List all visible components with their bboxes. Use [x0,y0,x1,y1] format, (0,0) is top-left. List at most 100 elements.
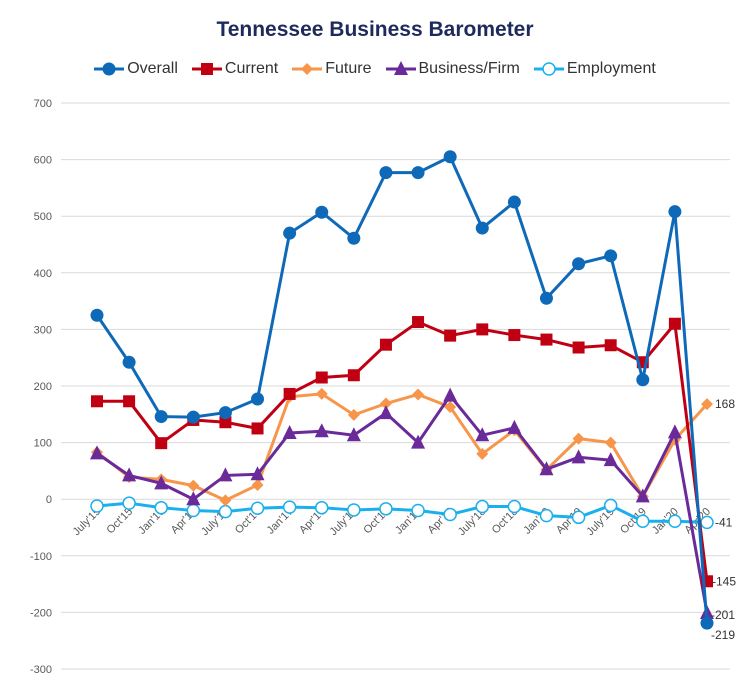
circle-marker [475,221,489,235]
diamond-marker [251,479,264,492]
legend-label: Overall [127,60,178,77]
open-circle-marker [347,503,361,517]
data-label: 168 [715,397,735,411]
legend-swatch [533,62,564,76]
diamond-marker [444,400,457,413]
triangle-marker [443,387,458,402]
circle-marker [411,166,425,180]
open-circle-marker [411,503,425,518]
open-circle-marker [539,508,554,523]
y-tick-label: 700 [34,98,52,110]
diamond-marker [701,398,713,411]
square-marker [315,371,328,384]
legend-swatch [385,61,416,75]
series-line [96,393,709,614]
y-tick-label: 200 [34,381,52,393]
triangle-marker [411,434,426,449]
triangle-marker [218,467,233,482]
legend-item: Future [292,60,372,78]
y-tick-label: -300 [30,664,52,676]
circle-marker [347,231,361,245]
circle-marker [122,355,136,369]
square-marker [604,339,617,352]
circle-marker [636,373,650,387]
legend-item: Current [191,60,278,78]
square-marker [123,395,136,408]
circle-marker [218,406,232,420]
diamond-marker [412,388,425,401]
legend-square-marker [200,63,213,75]
triangle-marker [186,491,201,506]
diamond-marker [187,479,200,492]
triangle-marker [90,445,104,460]
data-label: -41 [715,515,733,529]
open-circle-marker [668,514,682,529]
square-marker [668,317,681,330]
circle-marker [90,308,104,322]
open-circle-marker [282,500,297,514]
legend: Overall Current Future Business/Firm Employm… [0,60,750,78]
legend-label: Future [325,60,372,77]
circle-marker [154,410,168,424]
legend-item: Overall [94,60,178,78]
chart-title: Tennessee Business Barometer [216,18,534,41]
circle-marker [186,410,200,424]
triangle-marker [571,449,586,464]
diamond-marker [379,397,392,410]
circle-marker [604,249,618,263]
square-marker [508,329,521,342]
circle-marker [668,205,682,219]
x-tick-label: Oct'15 [105,506,136,537]
legend-swatch [292,63,323,75]
square-marker [540,333,553,346]
series-overall: -219 [90,150,735,642]
series-employment: -41 [90,496,733,530]
y-tick-label: 300 [34,324,52,336]
open-circle-marker [636,514,650,529]
circle-marker [507,195,521,209]
triangle-marker [378,405,393,420]
legend-item: Business/Firm [385,60,520,78]
circle-marker [379,166,393,180]
y-tick-label: -200 [30,607,52,619]
open-circle-marker [475,499,490,514]
legend-label: Business/Firm [418,60,520,77]
legend-triangle-marker [393,61,408,75]
triangle-marker [475,427,490,442]
square-marker [412,316,425,329]
diamond-marker [572,432,585,445]
square-marker [283,387,296,400]
triangle-marker [635,488,650,503]
legend-circle-marker [102,62,116,76]
legend-open-circle-marker [542,62,556,76]
square-marker [219,416,232,429]
open-circle-marker [603,498,618,513]
legend-label: Employment [566,60,656,77]
triangle-marker [346,427,361,442]
circle-marker [572,257,586,271]
diamond-marker [604,436,617,449]
open-circle-marker [186,503,201,518]
diamond-marker [219,494,232,507]
open-circle-marker [700,515,714,530]
triangle-marker [122,467,137,482]
circle-marker [315,205,329,219]
open-circle-marker [571,510,586,525]
legend-swatch [191,63,222,75]
open-circle-marker [154,500,168,515]
square-marker [444,329,457,342]
open-circle-marker [218,504,233,519]
y-tick-label: 0 [46,494,52,506]
diamond-marker [476,447,489,460]
square-marker [379,338,392,351]
series-line [95,154,709,624]
data-label: -219 [711,628,735,642]
circle-marker [283,226,297,240]
circle-marker [251,392,265,406]
triangle-marker [314,423,329,438]
triangle-marker [282,424,297,439]
square-marker [91,395,103,408]
open-circle-marker [443,507,457,522]
diamond-marker [315,387,328,400]
triangle-marker [154,475,169,490]
